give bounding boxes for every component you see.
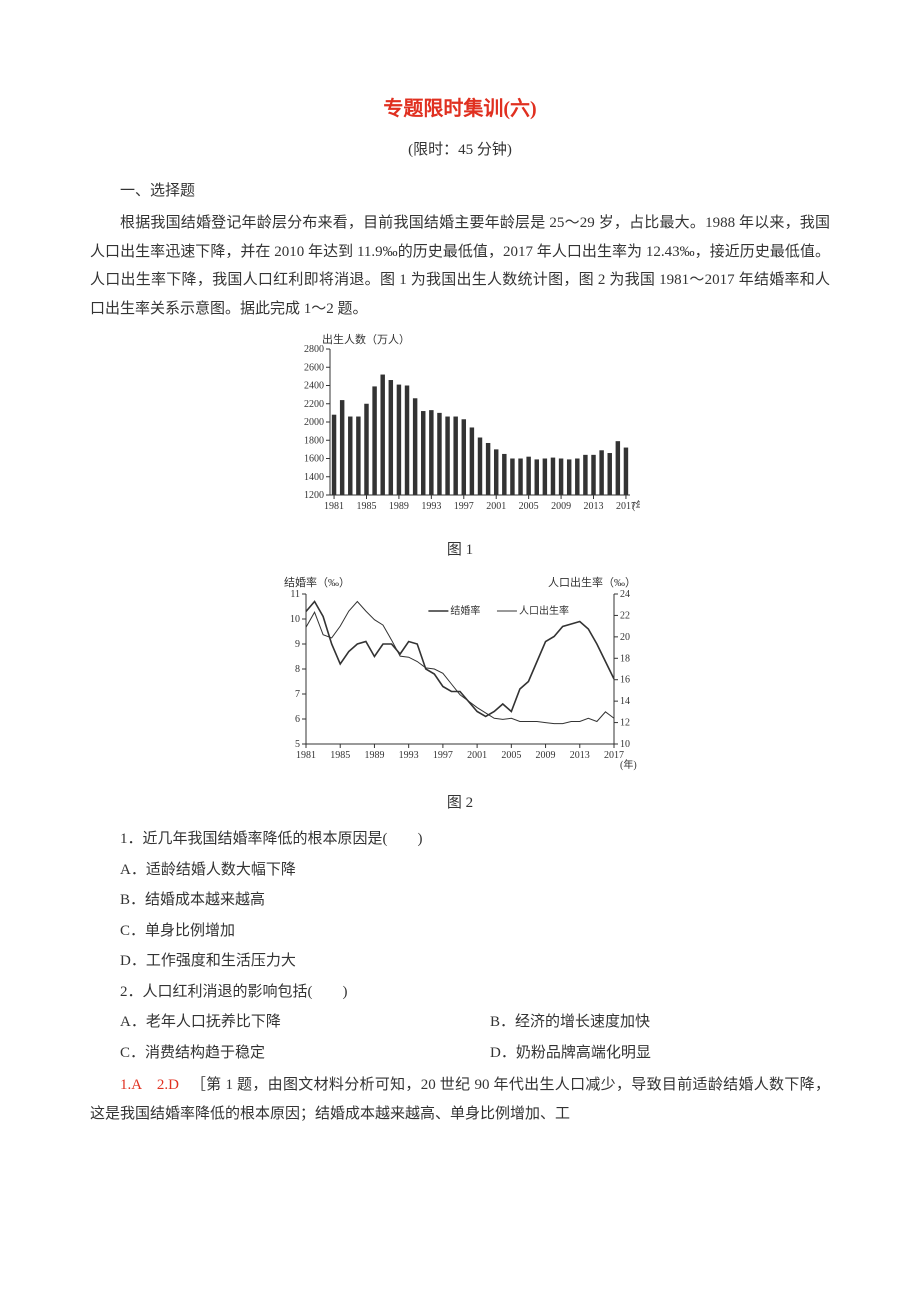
svg-text:9: 9 [295,639,300,650]
svg-text:1989: 1989 [364,750,384,761]
figure-1-caption: 图 1 [90,536,830,565]
svg-text:2013: 2013 [570,750,590,761]
svg-text:2013: 2013 [584,501,604,512]
svg-text:2005: 2005 [519,501,539,512]
svg-text:2005: 2005 [501,750,521,761]
svg-text:1997: 1997 [433,750,453,761]
intro-paragraph: 根据我国结婚登记年龄层分布来看，目前我国结婚主要年龄层是 25～29 岁，占比最… [90,209,830,323]
svg-text:1200: 1200 [304,490,324,501]
figure-2-caption: 图 2 [90,789,830,818]
svg-text:2009: 2009 [536,750,556,761]
svg-text:1993: 1993 [399,750,419,761]
svg-text:12: 12 [620,718,630,729]
section-heading: 一、选择题 [90,177,830,206]
svg-text:10: 10 [620,739,630,750]
svg-text:人口出生率（‰）: 人口出生率（‰） [548,575,636,589]
svg-text:出生人数（万人）: 出生人数（万人） [322,332,410,346]
question-1-option-d: D．工作强度和生活压力大 [90,947,830,976]
question-1-option-b: B．结婚成本越来越高 [90,886,830,915]
svg-text:14: 14 [620,696,630,707]
svg-text:6: 6 [295,714,300,725]
svg-text:1600: 1600 [304,454,324,465]
svg-text:2001: 2001 [486,501,506,512]
question-2-stem: 2．人口红利消退的影响包括( ) [90,978,830,1007]
question-2-option-d: D．奶粉品牌高端化明显 [460,1039,830,1068]
svg-text:18: 18 [620,653,630,664]
svg-text:1981: 1981 [324,501,344,512]
svg-text:2200: 2200 [304,399,324,410]
svg-text:24: 24 [620,589,630,600]
svg-text:1989: 1989 [389,501,409,512]
svg-text:7: 7 [295,689,300,700]
time-limit: (限时：45 分钟) [90,136,830,165]
page-title: 专题限时集训(六) [90,90,830,128]
svg-text:(年): (年) [632,499,640,512]
svg-text:22: 22 [620,610,630,621]
question-1-option-c: C．单身比例增加 [90,917,830,946]
svg-text:1985: 1985 [330,750,350,761]
answer-explanation-text: ［第 1 题，由图文材料分析可知，20 世纪 90 年代出生人口减少，导致目前适… [90,1077,830,1122]
svg-text:1985: 1985 [356,501,376,512]
svg-text:2600: 2600 [304,362,324,373]
svg-text:2000: 2000 [304,417,324,428]
answer-explanation [183,1077,198,1093]
svg-text:20: 20 [620,632,630,643]
chart-bar: 出生人数（万人） 1200 1400 1600 1800 2000 2200 2400 2600… [280,329,640,519]
svg-text:(年): (年) [620,758,637,771]
chart-line: 结婚率（‰） 人口出生率（‰） 5 6 7 8 9 10 11 10 12 14 16 18 20 22 24 1… [270,572,650,772]
svg-text:结婚率（‰）: 结婚率（‰） [284,575,350,589]
svg-text:1800: 1800 [304,435,324,446]
svg-text:人口出生率: 人口出生率 [519,604,569,617]
figure-2: 结婚率（‰） 人口出生率（‰） 5 6 7 8 9 10 11 10 12 14 16 18 20 22 24 1… [90,572,830,783]
svg-text:1993: 1993 [421,501,441,512]
question-1-option-a: A．适龄结婚人数大幅下降 [90,856,830,885]
svg-text:1400: 1400 [304,472,324,483]
question-1-stem: 1．近几年我国结婚率降低的根本原因是( ) [90,825,830,854]
figure-1: 出生人数（万人） 1200 1400 1600 1800 2000 2200 2400 2600… [90,329,830,530]
svg-text:1997: 1997 [454,501,474,512]
question-2-option-c: C．消费结构趋于稳定 [90,1039,460,1068]
svg-text:10: 10 [290,614,300,625]
svg-text:2400: 2400 [304,381,324,392]
svg-text:2009: 2009 [551,501,571,512]
question-2-option-a: A．老年人口抚养比下降 [90,1008,460,1037]
svg-text:结婚率: 结婚率 [450,604,480,617]
svg-text:8: 8 [295,664,300,675]
answer-block: 1.A 2.D ［第 1 题，由图文材料分析可知，20 世纪 90 年代出生人口… [90,1071,830,1128]
svg-text:5: 5 [295,739,300,750]
svg-text:2001: 2001 [467,750,487,761]
svg-text:2800: 2800 [304,344,324,355]
svg-text:16: 16 [620,675,630,686]
question-2-option-b: B．经济的增长速度加快 [460,1008,830,1037]
answer-key: 1.A 2.D [120,1077,179,1093]
svg-text:1981: 1981 [296,750,316,761]
svg-text:11: 11 [290,589,300,600]
